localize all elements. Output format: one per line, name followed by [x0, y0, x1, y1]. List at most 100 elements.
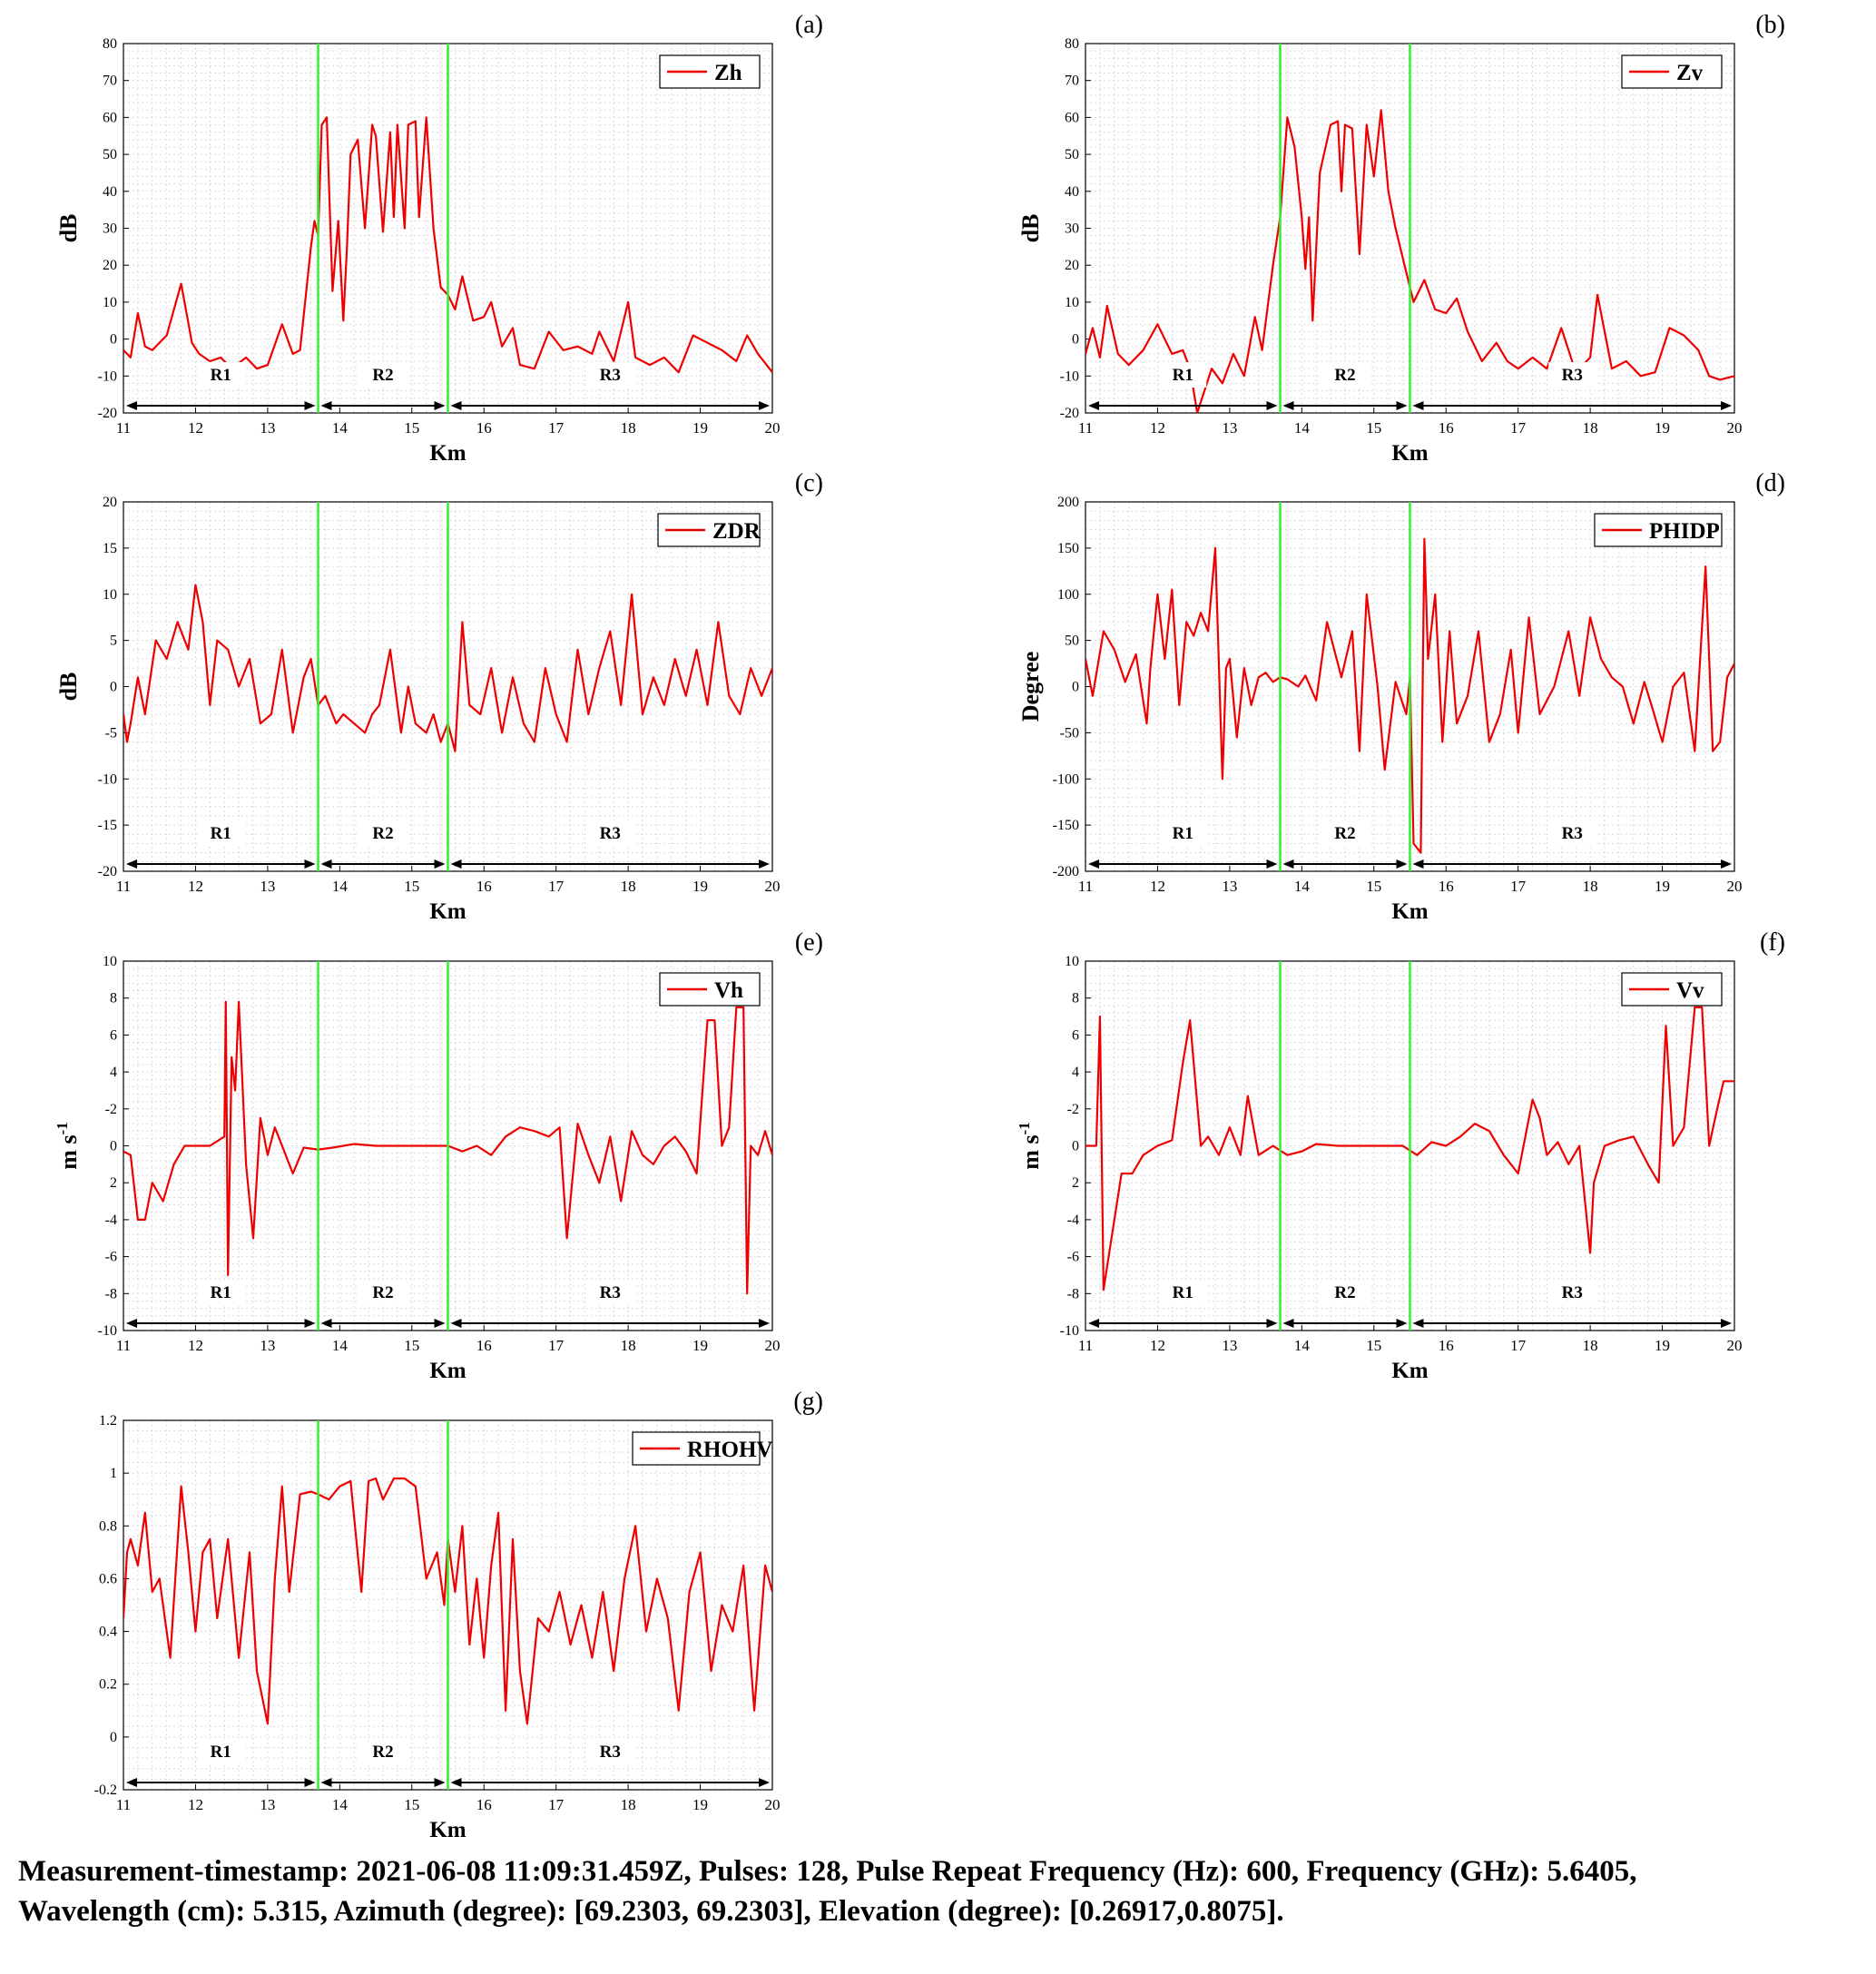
region-label-r3: R3: [600, 1743, 621, 1762]
y-tick-label: 0.8: [99, 1518, 117, 1534]
y-tick-label: 150: [1057, 541, 1079, 556]
region-arrow-head-right: [434, 859, 446, 869]
x-tick-label: 11: [116, 878, 131, 895]
region-arrow-head-right: [1721, 1319, 1732, 1328]
x-tick-label: 17: [1510, 419, 1527, 437]
y-tick-label: 30: [1065, 221, 1079, 237]
region-label-r2: R2: [372, 1283, 393, 1302]
region-arrow-head-left: [320, 401, 332, 410]
panel-label: (b): [1755, 11, 1785, 39]
region-label-r3: R3: [1562, 1283, 1583, 1302]
y-tick-label: 50: [103, 147, 117, 162]
y-tick-label: -20: [1060, 406, 1079, 421]
region-label-r1: R1: [211, 366, 231, 385]
y-axis-label: m s-1: [1016, 1122, 1044, 1169]
caption-line-2: Wavelength (cm): 5.315, Azimuth (degree)…: [18, 1895, 1284, 1928]
region-arrow-head-left: [1412, 1319, 1424, 1328]
x-tick-label: 20: [765, 419, 781, 437]
y-tick-label: 0: [1072, 680, 1079, 695]
y-tick-label: -20: [98, 406, 117, 421]
y-tick-label: -15: [98, 818, 117, 833]
panel-label: (a): [795, 11, 823, 39]
y-tick-label: 10: [103, 295, 117, 310]
y-axis-label: Degree: [1017, 652, 1044, 722]
y-tick-label: 0: [1072, 332, 1079, 348]
region-arrow-head-left: [1412, 859, 1424, 869]
y-tick-label: 0.2: [99, 1677, 117, 1693]
y-tick-label: -2: [105, 1102, 117, 1117]
y-tick-label: -200: [1053, 864, 1079, 879]
legend-label: Vh: [714, 978, 743, 1003]
region-label-bg: [359, 820, 407, 846]
chart-panel-vh: 11 12 13 14 15 16 17 18 19 20-10-8-6-420-246810R1…: [54, 928, 823, 1383]
x-tick-label: 11: [116, 1337, 131, 1354]
y-tick-label: 8: [1072, 991, 1079, 1007]
y-tick-label: -6: [105, 1250, 117, 1265]
x-tick-label: 19: [1655, 1337, 1670, 1354]
y-tick-label: -10: [1060, 1323, 1079, 1339]
region-arrow-head-left: [320, 1319, 332, 1328]
region-label-r2: R2: [1334, 366, 1355, 385]
region-label-r2: R2: [1334, 1283, 1355, 1302]
x-tick-label: 16: [476, 878, 492, 895]
y-axis-label-text: dB: [55, 673, 82, 702]
region-label-bg: [586, 362, 634, 388]
y-tick-label: 80: [1065, 36, 1079, 52]
panel-label: (f): [1760, 928, 1785, 957]
region-label-bg: [586, 1739, 634, 1764]
x-tick-label: 17: [548, 1796, 565, 1813]
y-axis-label-text: Degree: [1017, 652, 1044, 722]
chart-panel-zdr: 11 12 13 14 15 16 17 18 19 20 -20 -15 -10 -5 0 5 10 15 20 R…: [55, 469, 823, 924]
y-axis-label: dB: [1017, 214, 1044, 243]
region-arrow-head-right: [304, 1778, 316, 1787]
x-axis-label: Km: [1391, 441, 1428, 466]
x-tick-label: 14: [332, 1337, 349, 1354]
y-tick-label: -50: [1060, 725, 1079, 741]
region-label-bg: [1321, 820, 1369, 846]
chart-panel-vv: 11 12 13 14 15 16 17 18 19 20-10-8-6-420-246810R1…: [1016, 928, 1785, 1383]
region-label-bg: [1321, 362, 1369, 388]
y-tick-label: -2: [1067, 1102, 1079, 1117]
region-arrow-head-left: [126, 401, 137, 410]
region-arrow-head-left: [450, 1319, 462, 1328]
series-line-zdr: [123, 584, 772, 752]
region-label-r2: R2: [372, 366, 393, 385]
region-arrow-head-left: [1412, 401, 1424, 410]
x-tick-label: 19: [692, 1796, 708, 1813]
region-arrow-head-left: [320, 1778, 332, 1787]
region-label-bg: [586, 820, 634, 846]
y-tick-label: 10: [1065, 295, 1079, 310]
x-tick-label: 19: [692, 1337, 708, 1354]
region-arrow-head-left: [126, 1319, 137, 1328]
y-tick-label: -10: [1060, 368, 1079, 384]
x-tick-label: 13: [1222, 1337, 1237, 1354]
x-tick-label: 15: [404, 1796, 419, 1813]
y-tick-label: 10: [1065, 954, 1079, 969]
x-tick-label: 20: [765, 878, 781, 895]
y-tick-label: 50: [1065, 147, 1079, 162]
region-label-r3: R3: [600, 824, 621, 843]
x-tick-label: 18: [621, 1796, 636, 1813]
region-arrow-head-right: [434, 401, 446, 410]
legend-box: [657, 513, 761, 547]
region-arrow-head-right: [434, 1319, 446, 1328]
x-axis-label: Km: [1391, 1359, 1428, 1383]
x-axis-label: Km: [429, 1359, 466, 1383]
region-arrow-head-left: [450, 859, 462, 869]
x-tick-label: 14: [1294, 1337, 1311, 1354]
x-tick-label: 14: [332, 419, 349, 437]
y-tick-label: -10: [98, 1323, 117, 1339]
y-tick-label: 0: [110, 680, 117, 695]
chart-panel-zv: 11 12 13 14 15 16 17 18 19 20 -20 -10 0 10 20 30 40 50 60 7…: [1017, 11, 1785, 466]
region-label-bg: [359, 362, 407, 388]
legend-label: ZDR: [712, 519, 761, 544]
region-arrow-head-right: [1266, 401, 1278, 410]
y-tick-label: 15: [103, 541, 117, 556]
x-tick-label: 12: [188, 1337, 203, 1354]
region-label-bg: [197, 362, 245, 388]
x-axis-label: Km: [429, 1818, 466, 1842]
region-label-r1: R1: [1173, 366, 1193, 385]
x-tick-label: 11: [116, 419, 131, 437]
panel-label: (e): [795, 928, 823, 957]
region-label-bg: [1548, 820, 1596, 846]
